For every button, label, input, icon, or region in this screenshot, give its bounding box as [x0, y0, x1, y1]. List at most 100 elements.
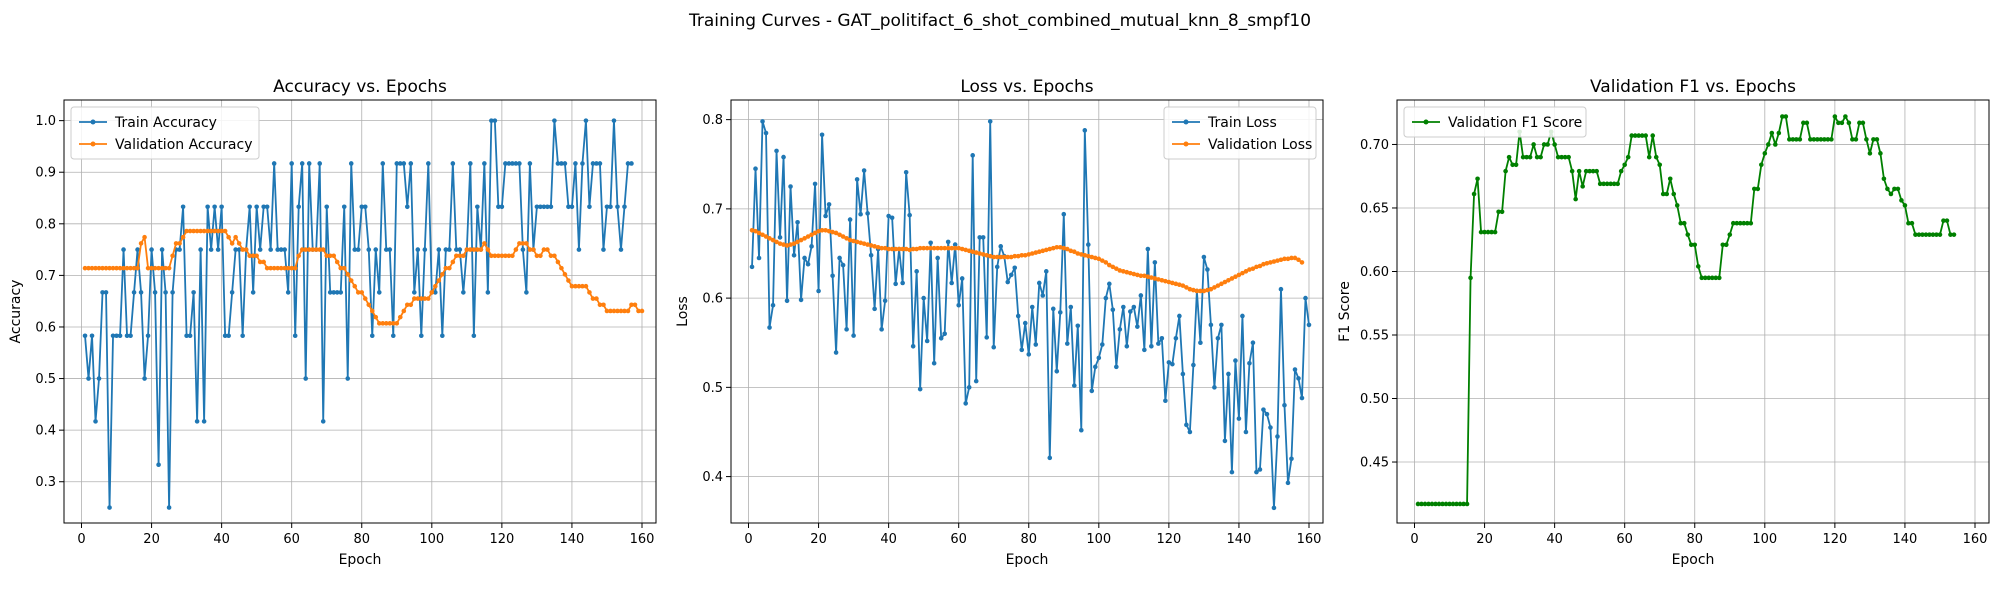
f1-data-point: [1881, 176, 1887, 182]
acc-data-point: [447, 247, 452, 252]
acc-data-point: [240, 333, 245, 339]
loss-data-point: [994, 254, 1000, 260]
loss-data-point: [917, 386, 923, 392]
loss-data-point: [819, 227, 825, 233]
loss-data-point: [760, 119, 765, 124]
acc-data-point: [489, 118, 494, 123]
loss-data-point: [854, 239, 860, 245]
acc-data-point: [475, 204, 480, 210]
acc-data-point: [219, 228, 224, 234]
acc-x-tick-label: 0: [77, 532, 85, 547]
acc-data-point: [608, 204, 613, 210]
loss-data-point: [959, 246, 965, 252]
acc-data-point: [166, 505, 172, 510]
acc-data-point: [254, 204, 259, 210]
loss-data-point: [879, 245, 884, 251]
loss-data-point: [952, 245, 958, 251]
loss-data-point: [749, 264, 755, 270]
acc-data-point: [317, 161, 323, 166]
loss-data-point: [1071, 249, 1077, 255]
loss-data-point: [777, 235, 783, 240]
loss-data-point: [1166, 279, 1172, 285]
acc-data-point: [597, 302, 603, 308]
f1-data-point: [1769, 130, 1775, 136]
loss-data-point: [1131, 271, 1137, 277]
loss-data-point: [774, 239, 779, 245]
f1-data-point: [1443, 501, 1449, 507]
loss-data-point: [1131, 304, 1137, 310]
loss-data-point: [1075, 251, 1081, 256]
f1-data-point: [1454, 501, 1459, 507]
loss-x-tick-label: 20: [810, 532, 827, 547]
f1-data-point: [1853, 137, 1859, 142]
acc-data-point: [233, 234, 238, 240]
loss-data-point: [1100, 258, 1105, 263]
acc-data-point: [215, 228, 221, 234]
loss-data-point: [935, 245, 940, 251]
acc-data-point: [114, 333, 119, 339]
acc-data-point: [338, 265, 344, 271]
acc-data-point: [513, 247, 519, 252]
f1-data-point: [1867, 151, 1873, 156]
acc-data-point: [552, 253, 557, 259]
f1-data-point: [1818, 137, 1824, 142]
loss-data-point: [1222, 279, 1228, 285]
f1-data-point: [1419, 501, 1424, 507]
acc-data-point: [506, 253, 512, 259]
f1-data-point: [1825, 137, 1831, 142]
acc-data-point: [461, 290, 466, 295]
acc-data-point: [590, 161, 596, 166]
acc-data-point: [583, 118, 589, 123]
f1-data-point: [1699, 275, 1705, 281]
acc-data-point: [471, 247, 477, 252]
loss-data-point: [1222, 438, 1228, 444]
f1-data-point: [1660, 191, 1666, 197]
f1-data-point: [1478, 229, 1484, 235]
acc-data-point: [212, 204, 217, 210]
acc-data-point: [397, 161, 403, 166]
f1-data-point: [1461, 501, 1466, 507]
acc-data-point: [604, 204, 610, 210]
loss-legend-label: Train Loss: [1207, 115, 1277, 131]
loss-data-point: [784, 243, 790, 248]
loss-data-point: [1015, 313, 1021, 319]
loss-data-point: [1180, 283, 1186, 288]
loss-data-point: [1306, 322, 1312, 328]
loss-data-point: [781, 242, 786, 247]
acc-data-point: [142, 376, 147, 381]
acc-data-point: [236, 247, 242, 252]
acc-data-point: [422, 296, 428, 301]
loss-data-point: [886, 246, 891, 252]
acc-data-point: [334, 259, 340, 265]
loss-series-markers-0: [749, 119, 1312, 511]
loss-data-point: [812, 230, 818, 236]
acc-legend-swatch-marker: [90, 119, 96, 125]
acc-y-tick-label: 0.5: [35, 372, 56, 387]
loss-data-point: [1226, 277, 1231, 283]
acc-data-point: [257, 259, 263, 265]
f1-data-point: [1538, 154, 1543, 160]
loss-data-point: [795, 219, 800, 225]
acc-data-point: [629, 161, 634, 166]
acc-data-point: [611, 118, 617, 123]
f1-data-point: [1433, 501, 1438, 507]
acc-data-point: [124, 333, 130, 339]
loss-data-point: [1012, 253, 1018, 259]
f1-data-point: [1513, 162, 1519, 168]
loss-data-point: [791, 241, 797, 246]
f1-y-tick-label: 0.45: [1360, 456, 1389, 471]
loss-data-point: [973, 378, 979, 384]
loss-data-point: [1050, 306, 1056, 312]
acc-data-point: [503, 253, 508, 259]
acc-x-tick-label: 160: [630, 532, 655, 547]
acc-data-point: [545, 204, 550, 210]
loss-data-point: [1114, 364, 1119, 370]
loss-data-point: [959, 276, 965, 281]
loss-data-point: [1275, 434, 1280, 439]
acc-data-point: [149, 265, 154, 271]
acc-data-point: [366, 247, 372, 252]
acc-data-point: [559, 265, 564, 271]
acc-data-point: [201, 419, 207, 424]
acc-data-point: [412, 290, 417, 295]
acc-data-point: [208, 247, 214, 252]
